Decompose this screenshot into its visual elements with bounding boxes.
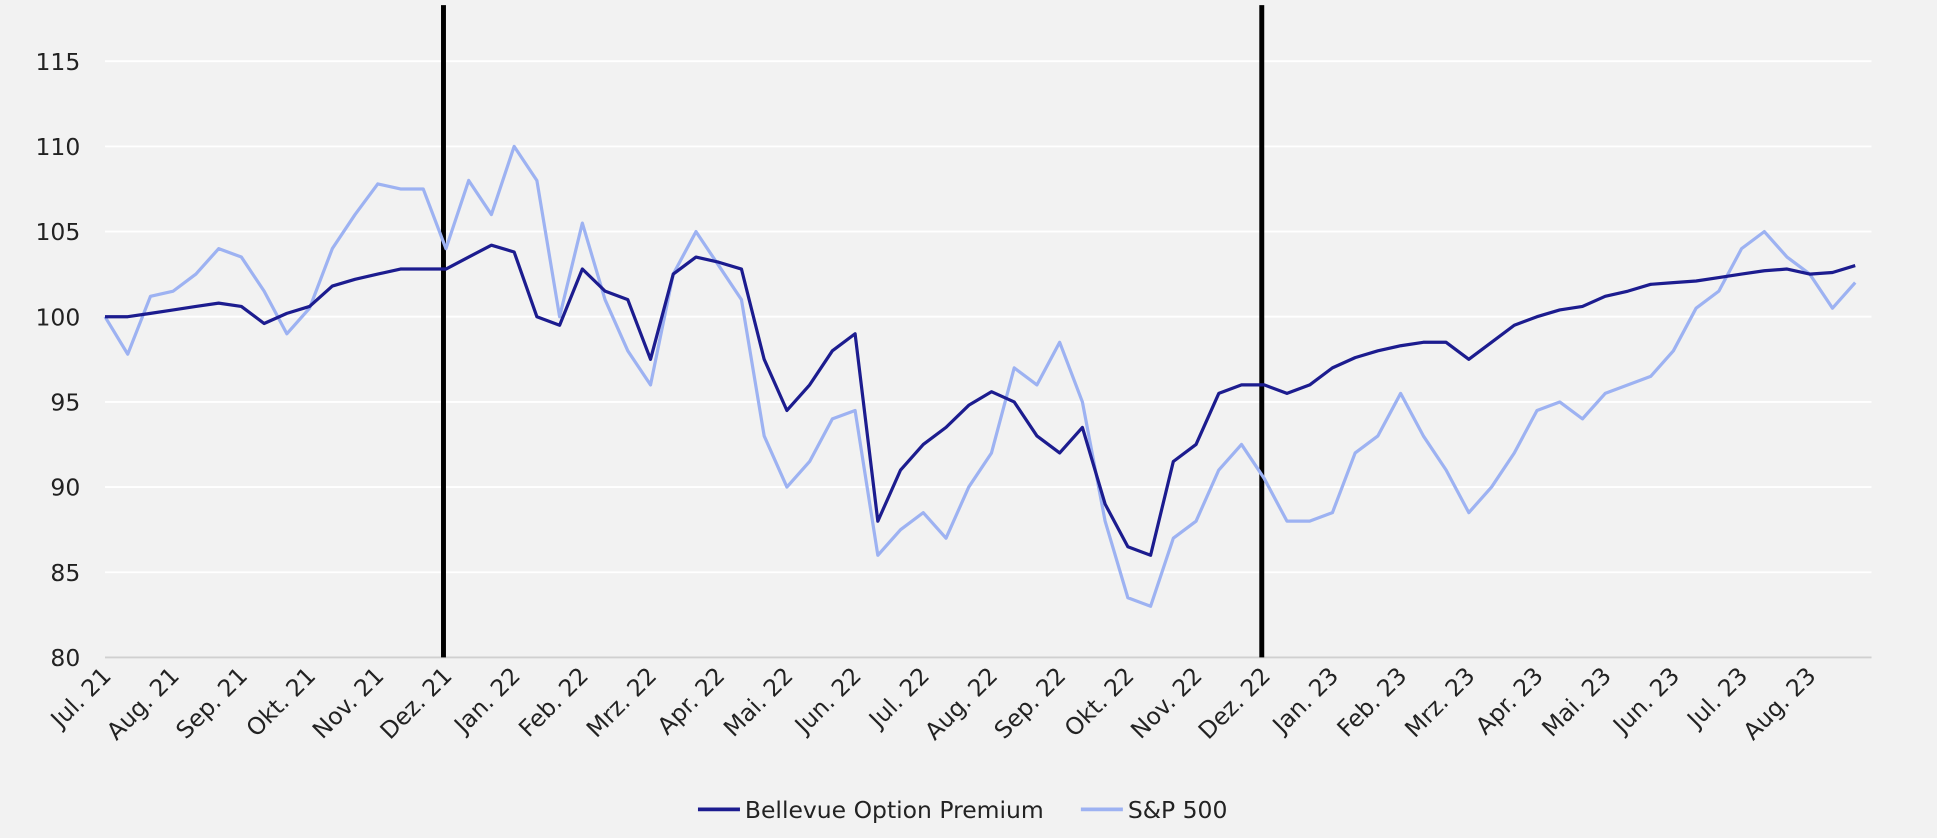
y-tick-label: 80	[50, 644, 80, 672]
y-tick-label: 110	[35, 133, 80, 161]
series-line	[103, 144, 1857, 608]
y-tick-label: 85	[50, 559, 80, 587]
legend-label: Bellevue Option Premium	[745, 796, 1044, 824]
y-tick-label: 115	[35, 48, 80, 76]
series-line	[105, 243, 1856, 557]
y-tick-label: 90	[50, 474, 80, 502]
legend-label: S&P 500	[1128, 796, 1228, 824]
y-tick-label: 105	[35, 218, 80, 246]
y-tick-label: 95	[50, 389, 80, 417]
y-tick-label: 100	[35, 303, 80, 331]
